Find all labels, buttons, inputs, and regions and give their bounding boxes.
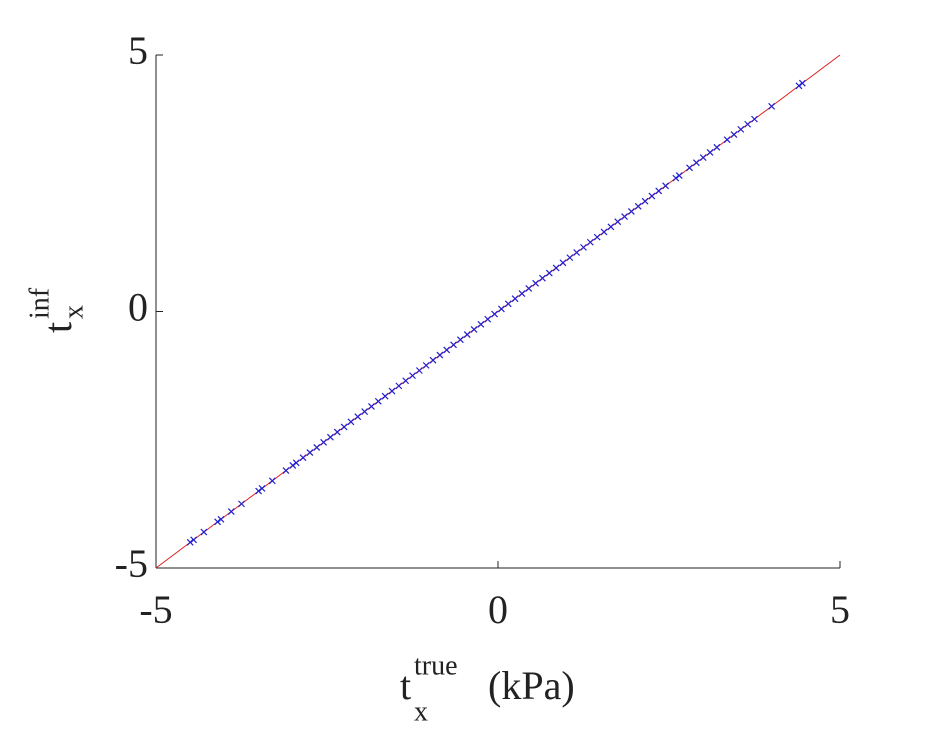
data-point [326, 433, 334, 441]
data-point [333, 428, 341, 436]
data-point [436, 351, 444, 359]
y-label-sub: x [58, 305, 89, 319]
data-point [525, 284, 533, 292]
data-point [607, 223, 615, 231]
data-point [268, 477, 276, 485]
data-point [751, 115, 758, 123]
data-point [737, 125, 745, 133]
y-tick-label: -5 [115, 541, 148, 586]
data-point [532, 279, 540, 287]
data-point [627, 208, 635, 215]
data-point [470, 326, 478, 333]
data-point [340, 423, 348, 431]
data-point [374, 397, 382, 405]
data-point [238, 500, 245, 508]
x-tick-label: 0 [488, 587, 508, 632]
data-point [214, 518, 221, 526]
data-point [354, 413, 362, 421]
data-point [539, 274, 546, 282]
data-point [429, 356, 437, 364]
data-point [566, 254, 574, 262]
data-point [477, 320, 485, 328]
data-point [573, 249, 581, 256]
data-point [463, 331, 471, 339]
y-tick-label: 0 [128, 285, 148, 330]
data-point [258, 485, 266, 492]
data-point [795, 82, 803, 90]
data-point [368, 402, 375, 410]
data-point [641, 197, 649, 205]
data-point [186, 538, 194, 546]
data-point [289, 461, 297, 469]
data-point [662, 182, 670, 190]
data-point [672, 174, 680, 182]
data-point [634, 202, 642, 210]
data-point [648, 192, 656, 200]
x-label-sub: x [414, 696, 428, 727]
data-point [320, 438, 328, 446]
y-label-sup: inf [24, 287, 55, 319]
data-point [559, 259, 567, 267]
data-point [586, 238, 594, 246]
data-point [504, 300, 512, 308]
data-point [552, 264, 560, 272]
data-point [388, 387, 396, 395]
data-point [518, 290, 526, 297]
data-point [798, 79, 806, 87]
x-tick-label: -5 [139, 587, 172, 632]
data-point [409, 372, 416, 380]
data-point [450, 341, 457, 349]
data-point [415, 367, 423, 374]
x-label-sup: true [414, 650, 458, 681]
data-point [744, 120, 752, 128]
data-point [395, 382, 403, 390]
data-point [255, 487, 263, 495]
x-label-unit: (kPa) [488, 663, 575, 708]
data-point [655, 187, 663, 195]
y-axis-label: t x inf [24, 287, 89, 333]
data-point [713, 143, 721, 151]
y-label-base: t [35, 322, 80, 333]
data-point [422, 361, 430, 369]
data-point [686, 164, 693, 172]
data-point [614, 218, 622, 226]
data-point [227, 508, 235, 515]
data-point [402, 377, 410, 385]
data-point [497, 305, 505, 313]
data-point [313, 444, 321, 451]
data-point [706, 149, 714, 156]
data-point [282, 467, 290, 474]
data-point [699, 154, 707, 162]
data-point [200, 528, 208, 536]
data-point [292, 459, 300, 467]
data-point [723, 136, 731, 144]
data-point [217, 515, 225, 523]
x-label-base: t [400, 663, 411, 708]
data-point [593, 233, 601, 241]
data-point [443, 346, 451, 354]
data-point [190, 536, 198, 544]
data-point [580, 243, 587, 251]
data-point [768, 102, 776, 110]
y-tick-label: 5 [128, 28, 148, 73]
data-point [692, 159, 700, 167]
x-axis-label: t x true (kPa) [400, 650, 575, 727]
data-point [621, 213, 628, 221]
data-point [484, 315, 492, 323]
x-tick-label: 5 [830, 587, 850, 632]
data-point [361, 408, 369, 415]
data-point [347, 418, 355, 426]
data-point [675, 172, 683, 179]
data-point [491, 310, 499, 318]
data-point [730, 131, 738, 138]
data-point [306, 449, 314, 456]
data-point [511, 295, 519, 303]
data-point [545, 269, 553, 277]
data-point [381, 392, 389, 400]
data-point [456, 336, 464, 344]
data-point [600, 228, 608, 236]
data-point [299, 454, 307, 462]
